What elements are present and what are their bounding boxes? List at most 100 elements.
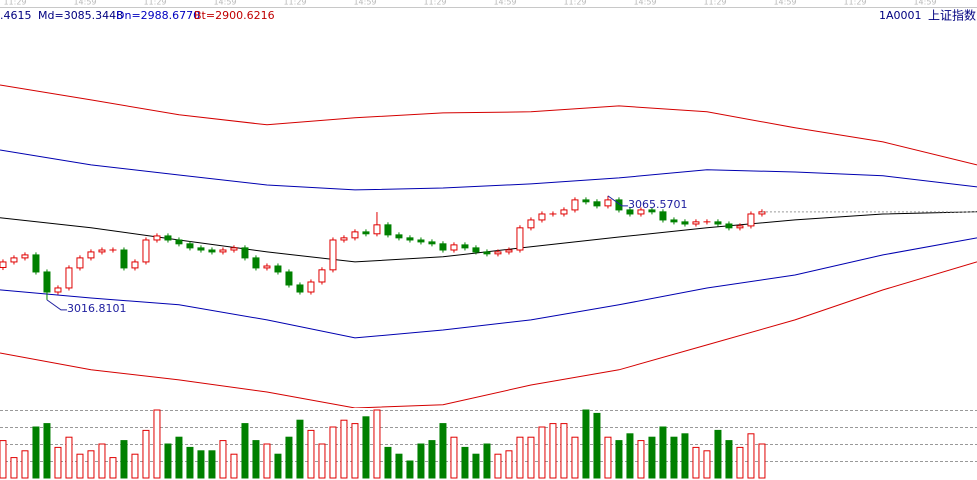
volume-bar bbox=[340, 419, 348, 479]
candle-body bbox=[252, 257, 260, 269]
candle-body bbox=[21, 254, 29, 259]
volume-bar bbox=[120, 440, 128, 479]
candle-body bbox=[714, 221, 722, 225]
volume-bar bbox=[703, 450, 711, 479]
volume-bar bbox=[142, 429, 150, 479]
candle-body bbox=[219, 249, 227, 253]
volume-bar bbox=[252, 440, 260, 479]
candle-body bbox=[428, 241, 436, 245]
candle-body bbox=[736, 225, 744, 229]
volume-bar bbox=[659, 426, 667, 479]
volume-bar bbox=[681, 433, 689, 479]
candle-body bbox=[197, 247, 205, 251]
volume-bar bbox=[274, 453, 282, 479]
candle-body bbox=[593, 201, 601, 207]
annotation-text: 3016.8101 bbox=[67, 302, 127, 315]
band-line bbox=[0, 237, 977, 339]
volume-bar bbox=[472, 453, 480, 479]
volume-bar bbox=[87, 450, 95, 479]
candle-body bbox=[54, 287, 62, 293]
candle-body bbox=[604, 199, 612, 207]
time-label: 14:59 bbox=[493, 0, 516, 7]
volume-bar bbox=[230, 453, 238, 479]
candle-body bbox=[560, 209, 568, 215]
candle-body bbox=[450, 244, 458, 251]
volume-bar bbox=[417, 443, 425, 479]
candle-body bbox=[527, 219, 535, 229]
candle-body bbox=[461, 244, 469, 249]
volume-bar bbox=[263, 443, 271, 479]
candle-body bbox=[175, 239, 183, 245]
candle-body bbox=[395, 234, 403, 239]
annotation-arrow bbox=[607, 195, 628, 207]
candle-body bbox=[318, 269, 326, 283]
candle-body bbox=[538, 213, 546, 221]
candle-body bbox=[494, 251, 502, 255]
candle-body bbox=[725, 223, 733, 229]
candle-body bbox=[362, 231, 370, 235]
candle-body bbox=[659, 211, 667, 221]
volume-bar bbox=[725, 440, 733, 479]
volume-bar bbox=[98, 443, 106, 479]
volume-bar bbox=[373, 409, 381, 479]
volume-bar bbox=[670, 436, 678, 479]
volume-bar bbox=[285, 436, 293, 479]
volume-bar bbox=[461, 446, 469, 479]
volume-bar bbox=[527, 436, 535, 479]
candle-body bbox=[76, 257, 84, 269]
volume-bar bbox=[153, 409, 161, 479]
volume-bar bbox=[241, 423, 249, 479]
volume-bar bbox=[648, 436, 656, 479]
candle-body bbox=[98, 249, 106, 253]
candle-body bbox=[230, 247, 238, 251]
candle-body bbox=[274, 265, 282, 273]
candle-body bbox=[65, 267, 73, 289]
volume-bar bbox=[560, 423, 568, 479]
volume-bar bbox=[21, 450, 29, 479]
time-label: 11:29 bbox=[143, 0, 166, 7]
candle-body bbox=[472, 247, 480, 253]
candle-body bbox=[87, 251, 95, 259]
volume-bar bbox=[0, 440, 7, 479]
volume-bar bbox=[538, 426, 546, 479]
candle-body bbox=[307, 281, 315, 293]
volume-bar bbox=[351, 423, 359, 479]
candle-body bbox=[681, 221, 689, 225]
candle-body bbox=[505, 249, 513, 253]
volume-bar bbox=[758, 443, 766, 479]
volume-bar bbox=[406, 460, 414, 479]
volume-bar bbox=[549, 423, 557, 479]
candle-body bbox=[417, 239, 425, 243]
volume-pane bbox=[0, 409, 977, 479]
band-line bbox=[0, 261, 977, 408]
band-line bbox=[0, 149, 977, 191]
candle-body bbox=[208, 249, 216, 253]
candle-body bbox=[296, 284, 304, 293]
candle-body bbox=[483, 251, 491, 255]
volume-bar bbox=[164, 443, 172, 479]
volume-bar bbox=[483, 443, 491, 479]
time-label: 11:29 bbox=[563, 0, 586, 7]
volume-bar bbox=[65, 436, 73, 479]
candle-body bbox=[153, 235, 161, 241]
volume-bar bbox=[219, 440, 227, 479]
time-label: 11:29 bbox=[283, 0, 306, 7]
candle-body bbox=[571, 199, 579, 211]
volume-bar bbox=[175, 436, 183, 479]
time-label: 11:29 bbox=[423, 0, 446, 7]
candle-body bbox=[263, 265, 271, 269]
up-value: .4615 bbox=[0, 9, 32, 22]
candle-body bbox=[406, 237, 414, 241]
volume-bar bbox=[736, 446, 744, 479]
volume-bar bbox=[109, 457, 117, 479]
volume-bar bbox=[505, 450, 513, 479]
volume-bar bbox=[494, 453, 502, 479]
volume-bar bbox=[626, 433, 634, 479]
volume-bar bbox=[32, 426, 40, 479]
candle-body bbox=[241, 247, 249, 259]
time-label: 11:29 bbox=[3, 0, 26, 7]
time-label: 14:59 bbox=[73, 0, 96, 7]
